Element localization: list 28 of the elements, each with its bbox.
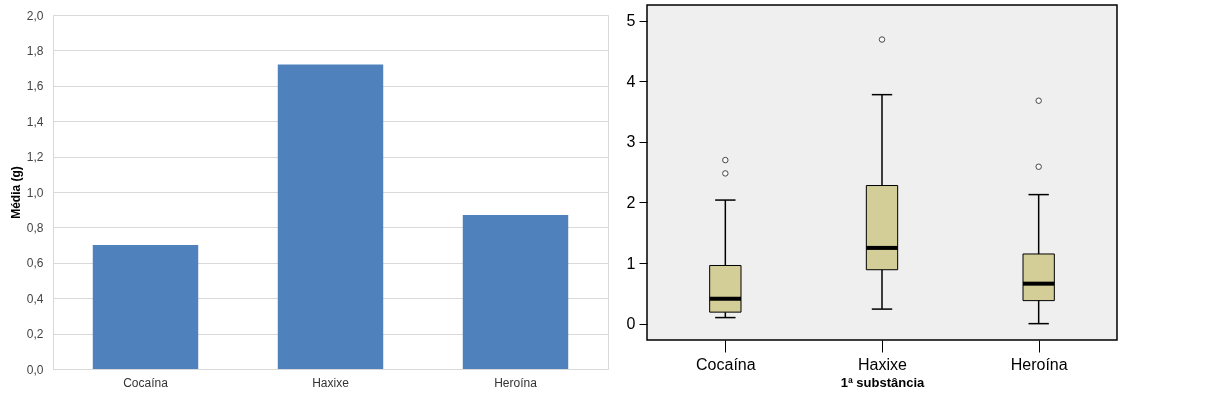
y-tick-label: 0,2 bbox=[26, 327, 44, 342]
y-tick-label: 0,8 bbox=[26, 220, 44, 235]
x-axis-title: 1ª substância bbox=[840, 374, 926, 390]
bar bbox=[92, 245, 199, 369]
bar bbox=[277, 64, 384, 369]
x-tick-label: Haxixe bbox=[312, 375, 350, 390]
bar bbox=[462, 215, 569, 369]
x-tick-label: Heroína bbox=[1010, 355, 1068, 373]
x-tick-label: Heroína bbox=[494, 375, 538, 390]
y-tick-label: 0 bbox=[626, 315, 636, 333]
y-tick-label: 1,8 bbox=[26, 43, 44, 58]
y-tick-label: 3 bbox=[626, 133, 636, 151]
y-tick-label: 1,4 bbox=[26, 114, 44, 129]
y-tick-label: 4 bbox=[626, 72, 636, 90]
y-tick-label: 0,0 bbox=[26, 362, 44, 377]
y-tick-label: 1,2 bbox=[26, 150, 44, 165]
y-tick-label: 1,6 bbox=[26, 79, 44, 94]
y-tick-label: 5 bbox=[626, 12, 636, 30]
y-axis-title: Média (g) bbox=[8, 166, 23, 219]
x-tick-label: Cocaína bbox=[696, 355, 756, 373]
y-tick-label: 2 bbox=[626, 193, 636, 211]
y-tick-label: 1 bbox=[626, 254, 636, 272]
y-tick-label: 0,4 bbox=[26, 291, 44, 306]
x-tick-label: Cocaína bbox=[123, 375, 169, 390]
y-tick-label: 1,0 bbox=[26, 185, 44, 200]
x-tick-label: Haxixe bbox=[858, 355, 908, 373]
y-tick-label: 2,0 bbox=[26, 8, 44, 23]
y-tick-label: 0,6 bbox=[26, 256, 44, 271]
